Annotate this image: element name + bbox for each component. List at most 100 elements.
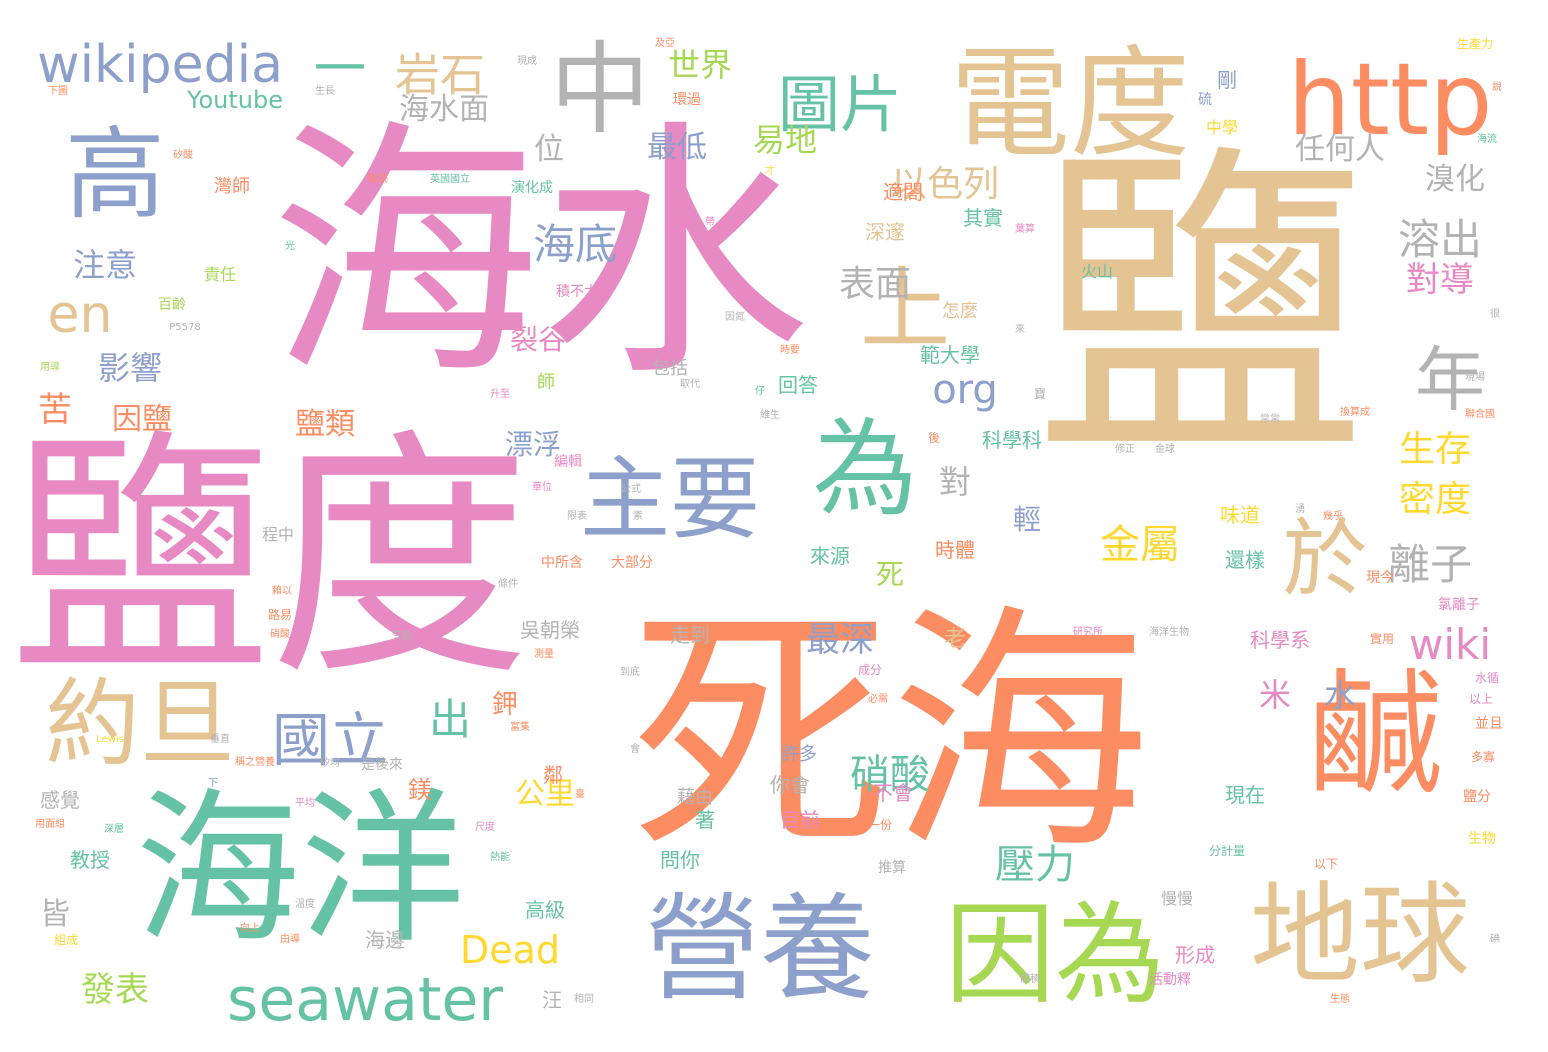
cloud-word: 漂浮 — [504, 428, 562, 461]
cloud-word: 現成 — [517, 56, 537, 67]
cloud-word: 目前 — [780, 808, 820, 832]
cloud-word: 密度 — [1398, 479, 1472, 520]
cloud-word: 形成 — [1175, 943, 1215, 967]
cloud-word: wikipedia — [37, 35, 283, 95]
cloud-word: 吳朝榮 — [520, 618, 580, 642]
cloud-word: 溶出 — [1397, 215, 1483, 264]
cloud-word: 只能 — [392, 631, 412, 642]
cloud-word: 後 — [927, 431, 941, 445]
cloud-word: 以上 — [1468, 692, 1494, 706]
cloud-word: 於 — [1282, 510, 1368, 610]
cloud-word: 地球 — [1250, 871, 1470, 999]
cloud-word: 編輯 — [554, 454, 582, 470]
cloud-word: 海流 — [1477, 134, 1497, 145]
cloud-word: 才 — [765, 166, 775, 177]
cloud-word: 鹽度 — [10, 409, 530, 711]
cloud-word: 硫 — [1198, 92, 1212, 108]
cloud-word: 圖片 — [777, 68, 903, 141]
cloud-word: 灣師 — [214, 176, 250, 197]
cloud-word: 取代 — [680, 379, 700, 390]
cloud-word: 因鹽 — [112, 402, 172, 437]
cloud-word: 海底 — [532, 220, 618, 269]
cloud-word: 對導 — [1406, 260, 1474, 300]
cloud-word: 世界 — [667, 46, 733, 84]
cloud-word: 現場 — [1465, 372, 1485, 383]
cloud-word: 富集 — [510, 722, 530, 733]
cloud-word: 下圖 — [48, 86, 68, 97]
cloud-word: 適閤 — [883, 180, 923, 204]
cloud-word: 出 — [428, 695, 472, 744]
cloud-word: 分計量 — [1208, 844, 1246, 858]
cloud-word: 金球 — [1155, 444, 1175, 455]
cloud-word: 公式 — [621, 484, 641, 495]
cloud-word: 碘 — [1490, 934, 1500, 945]
cloud-word: 平均 — [295, 798, 315, 809]
cloud-word: 下 — [208, 778, 218, 789]
cloud-word: http — [1287, 41, 1493, 158]
cloud-word: 國立 — [271, 706, 389, 774]
cloud-word: 易地 — [752, 121, 818, 159]
cloud-word: 用面組 — [35, 819, 65, 830]
cloud-word: 硝酸 — [270, 629, 290, 640]
cloud-word: Dead — [459, 928, 561, 972]
cloud-word: 主要 — [580, 447, 760, 552]
cloud-word: 垂直 — [210, 734, 230, 745]
cloud-word: 換算成 — [1340, 407, 1370, 418]
cloud-word: 範大學 — [920, 343, 980, 367]
cloud-word: 深邃 — [865, 220, 905, 244]
cloud-word: 稱之營養 — [235, 757, 275, 768]
cloud-word: 素 — [633, 511, 643, 522]
cloud-word: 慢慢 — [1160, 889, 1194, 908]
cloud-word: 味道 — [1220, 503, 1260, 527]
cloud-word: 聯合國 — [1465, 409, 1495, 420]
cloud-word: 高 — [65, 116, 165, 233]
cloud-word: 葉算 — [1015, 224, 1035, 235]
cloud-word: 英國國立 — [430, 174, 470, 185]
cloud-word: 常常 — [1260, 414, 1280, 425]
cloud-word: 到底 — [620, 667, 640, 678]
cloud-word: 體積 — [1020, 974, 1040, 985]
cloud-word: Lewis — [96, 734, 124, 745]
cloud-word: 華位 — [532, 482, 552, 493]
cloud-word: 米 — [1258, 676, 1292, 714]
cloud-word: 必需 — [868, 694, 888, 705]
cloud-word: 一份 — [867, 818, 893, 832]
cloud-word: 公里 — [515, 777, 575, 812]
cloud-word: 高級 — [525, 898, 565, 922]
cloud-word: 死 — [875, 558, 905, 591]
cloud-word: 海洋 — [135, 773, 465, 966]
cloud-word: 升至 — [490, 389, 510, 400]
cloud-word: 師 — [537, 372, 555, 393]
cloud-word: 最深 — [806, 620, 874, 660]
cloud-word: 實用 — [1369, 632, 1395, 646]
cloud-word: 因氮 — [725, 312, 745, 323]
cloud-word: 現今 — [1366, 570, 1394, 586]
cloud-word: 藉由 — [677, 787, 713, 808]
cloud-word: 中 — [550, 31, 650, 148]
cloud-word: 皆 — [40, 897, 70, 932]
cloud-word: 取決 — [368, 174, 388, 185]
cloud-word: 許多 — [781, 744, 817, 765]
cloud-word: 尺度 — [475, 822, 495, 833]
cloud-word: 海洋生物 — [1149, 627, 1189, 638]
cloud-word: 不會 — [873, 781, 913, 805]
cloud-word: 生長 — [315, 86, 335, 97]
cloud-word: 光 — [285, 241, 295, 252]
cloud-word: 上 — [860, 257, 950, 362]
cloud-word: 大部分 — [611, 555, 653, 571]
cloud-word: org — [932, 367, 998, 413]
cloud-word: 營養 — [644, 882, 876, 1017]
cloud-word: 離子 — [1387, 540, 1473, 589]
cloud-word: 任何人 — [1295, 132, 1385, 167]
cloud-word: 鹽分 — [1463, 789, 1491, 805]
cloud-word: 走到 — [670, 623, 710, 647]
cloud-word: 現在 — [1225, 783, 1265, 807]
cloud-word: 對 — [938, 463, 972, 501]
cloud-word: 海水面 — [399, 92, 489, 127]
cloud-word: 最低 — [647, 130, 707, 165]
cloud-word: 程中 — [261, 525, 295, 544]
cloud-word: 一 — [313, 40, 367, 100]
cloud-word: 生存 — [1398, 429, 1472, 470]
cloud-word: 臺 — [575, 789, 585, 800]
cloud-word: 仔 — [755, 386, 765, 397]
